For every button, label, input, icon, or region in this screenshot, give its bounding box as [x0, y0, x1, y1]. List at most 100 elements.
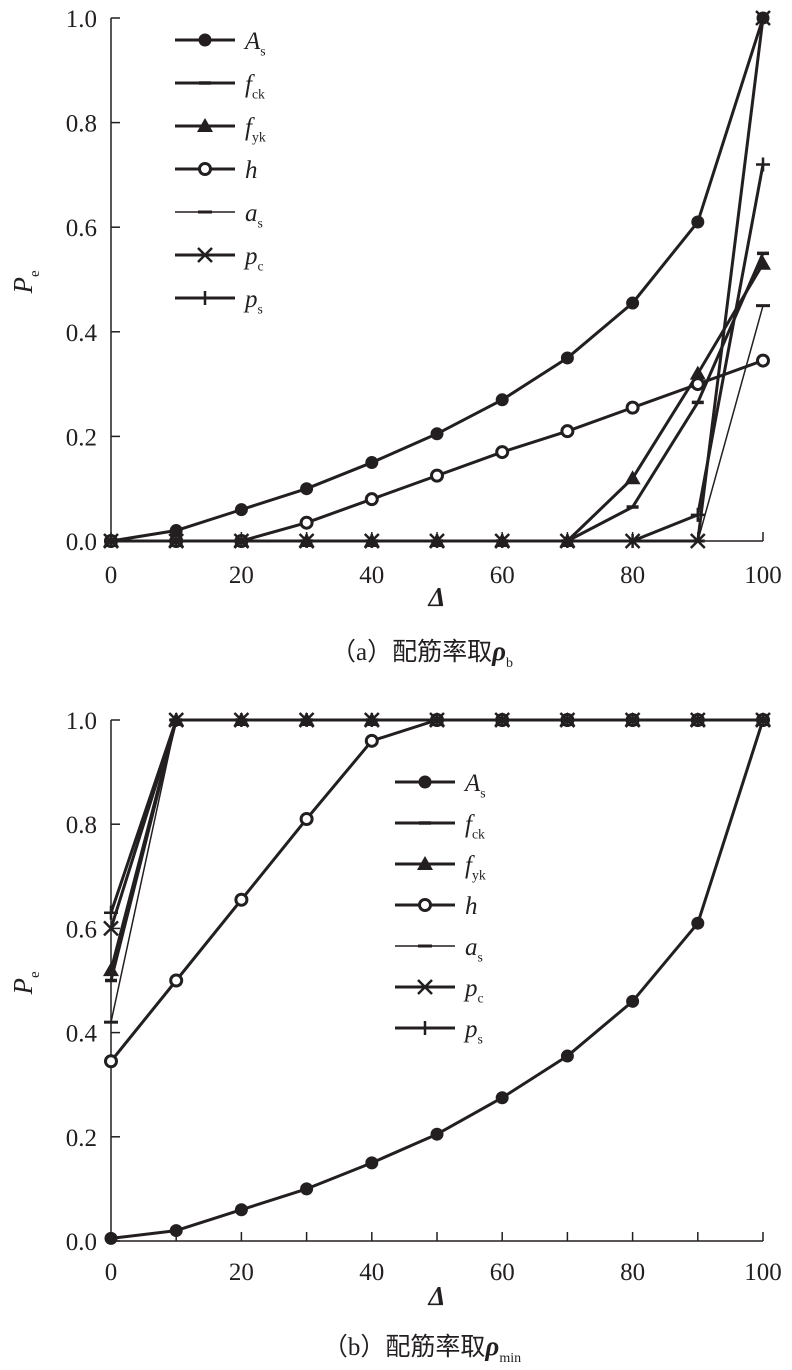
series-ps-marker [560, 713, 575, 727]
legend-item-As-label-sub: s [480, 785, 485, 800]
y-tick-label: 0.0 [66, 1229, 97, 1256]
x-tick-label: 0 [105, 1259, 118, 1286]
y-tick-label: 0.2 [66, 1125, 97, 1152]
series-As-marker [234, 503, 248, 517]
series-h-marker [364, 492, 379, 507]
series-fyk-line [111, 263, 765, 543]
series-ps-marker [625, 713, 640, 727]
legend-item-ps: ps [175, 286, 263, 316]
caption-prefix: （a）配筋率取 [331, 638, 492, 666]
series-ps-marker [104, 905, 118, 920]
series-pc-marker [103, 920, 119, 937]
legend-item-fyk: fyk [175, 114, 266, 144]
series-h-marker [756, 353, 770, 368]
series-fyk-marker [103, 962, 119, 977]
y-tick-label: 0.4 [66, 320, 98, 347]
series-ps-marker [234, 713, 249, 727]
x-tick-label: 20 [229, 1259, 254, 1286]
legend-item-ps-marker [198, 291, 212, 305]
legend-item-as-label-sub: s [478, 949, 483, 964]
legend-item-fck: fck [395, 811, 485, 841]
series-As-marker [430, 1127, 444, 1141]
legend-item-h-label: h [245, 157, 258, 184]
x-tick-label: 20 [229, 562, 254, 589]
series-ps-marker [299, 713, 314, 727]
y-axis-label-group: Pe [8, 270, 43, 295]
legend-item-pc-label-sub: c [478, 990, 484, 1005]
y-axis-label-main: P [8, 277, 38, 295]
legend-item-fyk-label-sub: yk [252, 129, 266, 144]
legend-item-fyk-label-main: f [465, 852, 475, 879]
legend-item-h-label: h [465, 893, 478, 920]
series-h-marker [625, 400, 640, 415]
x-axis-label: Δ [428, 1281, 446, 1311]
legend-item-h-label-main: h [465, 893, 478, 920]
series-ps-marker [690, 713, 705, 727]
y-tick-label: 0.6 [66, 916, 97, 943]
x-tick-label: 0 [105, 562, 118, 589]
legend-item-as: as [175, 200, 263, 230]
legend-item-fck-label: fck [465, 811, 485, 841]
series-As-marker [300, 1182, 314, 1196]
series-ps-marker [495, 713, 510, 727]
series-ps-marker [299, 534, 314, 548]
series-ps [104, 157, 770, 548]
legend-item-h-marker [198, 162, 212, 176]
legend-item-fyk-marker [417, 856, 433, 870]
legend-item-fck-label-main: f [465, 811, 475, 838]
series-as [104, 718, 770, 1024]
legend-item-ps-label: ps [243, 286, 263, 316]
legend-item-pc-marker [197, 247, 213, 263]
y-tick-label: 0.4 [66, 1021, 98, 1048]
series-h-marker [495, 445, 510, 460]
legend-item-h-label-main: h [245, 157, 258, 184]
series-As-marker [430, 427, 444, 441]
chart-a: 0 20 40 60 80 100 0.0 0.2 0.4 0.6 0.8 1.0 Δ Pe （a）配筋率取… [8, 6, 782, 671]
legend-item-pc-label-main: p [463, 975, 478, 1002]
legend-item-pc-label-sub: c [258, 258, 264, 273]
x-tick-label: 80 [620, 562, 645, 589]
caption-symbol: ρ [491, 636, 506, 666]
legend-item-pc-label-main: p [243, 243, 258, 270]
series-fyk [103, 712, 771, 977]
series-As-marker [626, 994, 640, 1008]
series-pc-line [111, 17, 765, 543]
series-As-marker [300, 482, 314, 496]
series-ps-marker [430, 534, 444, 548]
series-h-marker [234, 892, 249, 907]
series-h-marker [690, 377, 705, 392]
series-As-marker [560, 351, 574, 365]
legend-item-ps-label-sub: s [478, 1031, 483, 1046]
legend-item-As-label-main: A [243, 28, 261, 55]
series-fck [105, 718, 769, 983]
series-As-marker [691, 916, 705, 930]
series-as [104, 304, 770, 543]
series-ps-marker [104, 534, 118, 548]
series-ps-marker [690, 507, 705, 522]
series-ps-marker [364, 713, 379, 727]
series-h-marker [560, 424, 575, 439]
legend-item-fyk-label: fyk [245, 114, 266, 144]
series-fyk-line [109, 718, 763, 971]
legend-item-as-label-sub: s [258, 215, 263, 230]
legend-item-As-marker [198, 33, 212, 47]
y-tick-label: 1.0 [66, 6, 97, 33]
legend-item-as: as [395, 934, 483, 964]
series-h-marker [104, 1054, 118, 1069]
y-tick-label: 0.6 [66, 215, 97, 242]
chart-b: 0 20 40 60 80 100 0.0 0.2 0.4 0.6 0.8 1.0 Δ Pe （b）配筋率取… [8, 708, 782, 1366]
y-axis-label-main: P [8, 978, 38, 996]
series-ps-marker [430, 713, 444, 727]
series-h [104, 713, 770, 1069]
legend-item-As: As [395, 770, 486, 800]
series-pc-marker [689, 533, 706, 549]
series-h-marker [299, 811, 314, 826]
y-axis-label-sub: e [27, 270, 43, 277]
y-axis-label-sub: e [27, 971, 43, 978]
x-tick-label: 80 [620, 1259, 645, 1286]
legend-item-ps-label-main: p [243, 286, 258, 313]
x-tick-label: 100 [744, 562, 782, 589]
chart-caption: （b）配筋率取ρmin [323, 1331, 521, 1366]
